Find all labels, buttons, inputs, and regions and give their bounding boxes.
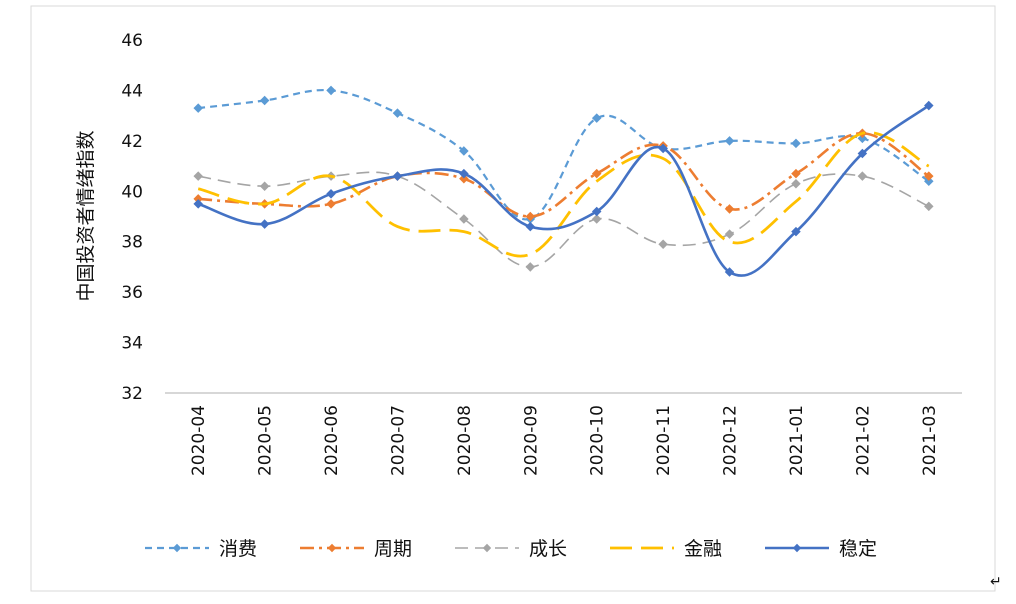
x-tick-label: 2021-02: [853, 405, 873, 476]
data-point: [724, 136, 735, 146]
x-tick-label: 2020-08: [455, 405, 475, 476]
data-point: [658, 239, 668, 250]
legend-label: 周期: [374, 538, 412, 560]
y-tick-label: 38: [121, 233, 143, 253]
data-point: [924, 171, 934, 181]
data-point: [525, 221, 536, 232]
data-point: [591, 168, 602, 179]
data-point: [924, 201, 934, 212]
y-tick-label: 34: [121, 334, 143, 354]
legend-marker: [327, 543, 337, 553]
data-point: [459, 173, 469, 184]
x-tick-label: 2021-03: [920, 405, 940, 476]
x-tick-label: 2021-01: [787, 405, 807, 476]
data-point: [924, 176, 934, 186]
data-point: [193, 199, 203, 209]
data-point: [724, 267, 735, 277]
x-tick-label: 2020-11: [654, 405, 674, 476]
legend-item: 周期: [300, 538, 412, 560]
data-point: [591, 113, 602, 123]
x-tick-label: 2020-05: [256, 405, 276, 476]
series-line: [197, 131, 930, 258]
data-point: [857, 148, 868, 159]
y-tick-label: 40: [121, 182, 143, 202]
y-tick-label: 44: [121, 81, 143, 101]
series-3: [197, 131, 930, 258]
legend-item: 稳定: [765, 538, 877, 560]
series-lines: [193, 85, 934, 277]
x-tick-label: 2020-12: [721, 405, 741, 476]
data-point: [259, 181, 270, 192]
y-tick-label: 46: [121, 31, 143, 51]
data-point: [259, 95, 270, 106]
data-point: [326, 199, 336, 209]
legend: 消费 周期 成长 金融 稳定: [145, 538, 877, 560]
data-point: [857, 171, 868, 181]
legend-marker: [172, 543, 182, 553]
data-point: [326, 85, 336, 96]
data-point: [791, 226, 801, 237]
data-point: [857, 133, 868, 144]
data-point: [459, 168, 469, 179]
y-axis-title: 中国投资者情绪指数: [75, 130, 97, 301]
data-point: [525, 211, 536, 222]
legend-label: 稳定: [839, 538, 877, 560]
data-point: [924, 100, 934, 111]
axes: 32 34 36 38 40 42 44 46 2020-04 2020-05 2020-06 202…: [75, 31, 962, 476]
data-point: [791, 138, 801, 149]
y-tick-label: 36: [121, 283, 143, 303]
x-tick-label: 2020-09: [521, 405, 541, 476]
x-tick-label: 2020-07: [388, 405, 408, 476]
chart-frame: [30, 5, 996, 592]
legend-marker: [482, 543, 492, 553]
data-point: [392, 108, 403, 118]
data-point: [193, 171, 203, 181]
legend-item: 成长: [455, 538, 567, 560]
data-point: [724, 229, 735, 239]
data-point: [193, 103, 203, 113]
legend-label: 消费: [219, 538, 257, 560]
legend-label: 金融: [684, 538, 722, 560]
data-point: [791, 168, 801, 179]
data-point: [591, 206, 602, 217]
legend-marker: [792, 543, 802, 553]
data-point: [392, 171, 403, 181]
legend-item: 消费: [145, 538, 257, 560]
data-point: [459, 146, 469, 156]
x-tick-label: 2020-10: [588, 405, 608, 476]
y-tick-label: 42: [121, 132, 143, 152]
data-point: [658, 143, 668, 154]
return-mark: ↵: [990, 574, 1002, 590]
data-point: [525, 262, 536, 272]
legend-item: 金融: [610, 538, 722, 560]
legend-label: 成长: [529, 538, 567, 560]
series-0: [193, 85, 934, 224]
data-point: [326, 189, 336, 199]
series-4: [193, 100, 934, 277]
data-point: [724, 204, 735, 214]
x-tick-label: 2020-06: [322, 405, 342, 476]
data-point: [591, 214, 602, 224]
series-line: [198, 131, 930, 218]
data-point: [459, 214, 469, 224]
data-point: [259, 219, 270, 229]
y-tick-label: 32: [121, 384, 143, 404]
data-point: [791, 178, 801, 189]
x-tick-label: 2020-04: [189, 405, 209, 476]
